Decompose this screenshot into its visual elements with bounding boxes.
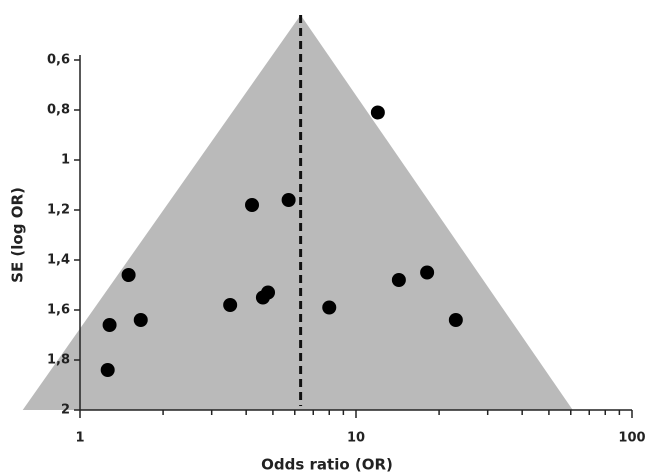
funnel [22,15,573,410]
point [245,198,260,212]
y-axis-label: SE (log OR) [9,187,27,283]
y-tick-label: 1,6 [47,303,70,318]
y-tick-label: 2 [61,403,70,418]
x-tick-label: 1 [75,431,84,446]
y-tick-label: 1,4 [47,253,70,268]
point [223,298,238,312]
x-tick-label: 100 [618,431,645,446]
y-tick-label: 1 [61,153,70,168]
y-tick-label: 0,8 [47,103,70,118]
point [261,285,276,300]
point [420,265,435,280]
point [322,300,337,315]
point [100,363,115,377]
y-tick-label: 1,8 [47,353,70,368]
x-axis-label: Odds ratio (OR) [261,456,393,474]
point [102,318,117,332]
point [121,268,136,282]
y-tick-label: 0,6 [47,53,70,68]
y-tick-label: 1,2 [47,203,70,218]
point [391,273,406,287]
point [370,105,385,120]
point [133,313,148,327]
point [448,313,463,327]
point [281,193,296,207]
x-tick-label: 10 [347,431,365,446]
